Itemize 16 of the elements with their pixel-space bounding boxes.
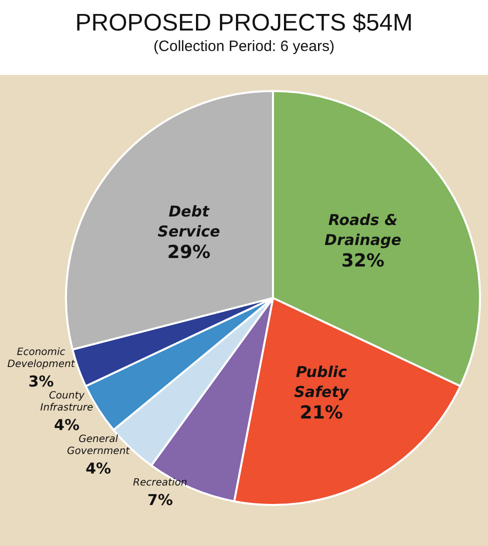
- data-label: 29%: [167, 242, 210, 264]
- data-label: 7%: [147, 490, 173, 509]
- chart-subtitle: (Collection Period: 6 years): [154, 38, 334, 55]
- slice-label: General Government: [67, 434, 131, 457]
- slice-label: Roads & Drainage: [324, 210, 402, 249]
- data-label: 4%: [54, 416, 80, 434]
- data-label: 32%: [341, 250, 384, 272]
- data-label: 21%: [300, 402, 343, 424]
- data-label: 3%: [28, 372, 54, 390]
- slice-label: Public Safety: [294, 362, 350, 401]
- data-label: 4%: [86, 459, 112, 478]
- slice-label: Debt Service: [158, 202, 220, 241]
- chart-title: PROPOSED PROJECTS $54M: [75, 10, 413, 36]
- slice-label: Economic Development: [7, 346, 76, 370]
- slice-label: Recreation: [133, 477, 188, 488]
- slice-label: County Infrastrure: [40, 390, 94, 414]
